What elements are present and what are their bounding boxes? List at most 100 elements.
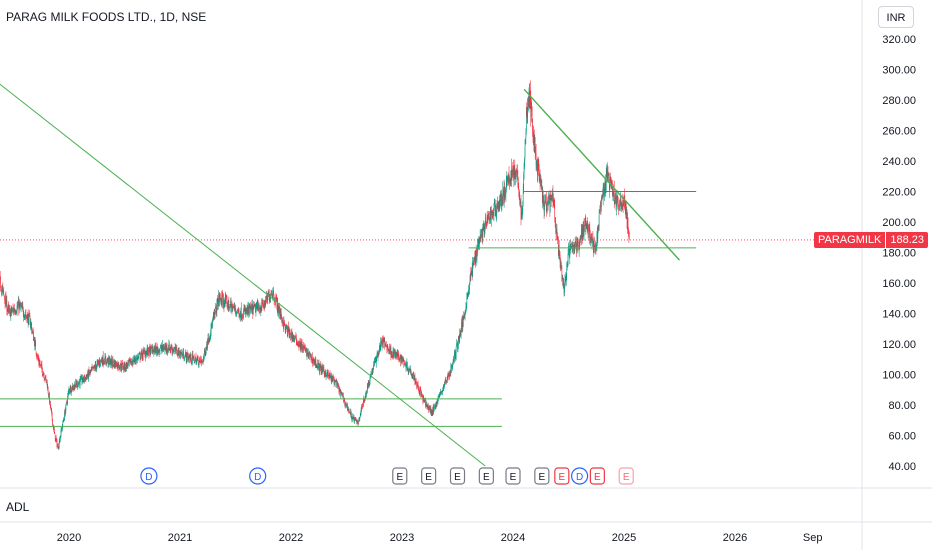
candle-body xyxy=(301,342,303,350)
candle-body xyxy=(36,356,38,358)
candle-body xyxy=(483,227,485,233)
candle-body xyxy=(195,356,197,365)
candle-body xyxy=(246,308,248,313)
candle-body xyxy=(58,440,60,447)
candle-body xyxy=(192,354,193,361)
candle-body xyxy=(23,314,25,318)
candle-body xyxy=(403,364,405,366)
dividend-marker[interactable]: D xyxy=(249,467,267,485)
candle-body xyxy=(295,335,297,337)
candle-body xyxy=(394,350,396,352)
candle-body xyxy=(347,409,349,410)
earnings-marker[interactable]: E xyxy=(449,467,466,485)
candle-body xyxy=(399,355,401,359)
y-tick-label: 180.00 xyxy=(882,248,916,260)
candle-body xyxy=(1,289,3,292)
candle-body xyxy=(396,353,397,356)
candle-body xyxy=(223,298,224,304)
candle-body xyxy=(597,225,599,228)
candle-body xyxy=(262,305,264,307)
earnings-marker[interactable]: E xyxy=(534,467,550,485)
candle-body xyxy=(616,196,617,208)
earnings-marker[interactable]: E xyxy=(589,467,605,485)
price-axis[interactable]: 320.00 300.00 280.00 260.00 240.00 220.00 200.… xyxy=(882,34,916,473)
candle-body xyxy=(230,301,232,307)
candle-body xyxy=(603,184,604,190)
candle-body xyxy=(96,366,97,370)
candle-body xyxy=(19,303,21,305)
candle-body xyxy=(514,165,515,180)
candle-body xyxy=(53,424,54,430)
candle-body xyxy=(546,207,548,210)
candle-body xyxy=(65,409,66,415)
candle-body xyxy=(449,372,450,377)
dividend-marker[interactable]: D xyxy=(570,467,589,485)
time-axis[interactable]: 2020 2021 2022 2023 2024 2025 2026 Sep xyxy=(57,532,823,544)
y-tick-label: 140.00 xyxy=(882,309,916,321)
candle-body xyxy=(93,366,94,369)
candle-body xyxy=(66,401,68,403)
candle-body xyxy=(300,342,301,350)
currency-button[interactable]: INR xyxy=(878,6,914,28)
candle-body xyxy=(559,254,561,263)
candle-body xyxy=(292,335,293,341)
earnings-marker[interactable]: E xyxy=(478,467,494,485)
descending-line[interactable] xyxy=(523,88,681,261)
candle-body xyxy=(545,198,547,200)
candle-body xyxy=(482,229,484,237)
candle-body xyxy=(228,307,230,308)
candle-body xyxy=(580,235,581,240)
candle-body xyxy=(163,347,164,349)
candle-body xyxy=(193,356,195,357)
candle-body xyxy=(4,297,5,300)
candle-body xyxy=(557,238,559,240)
candle-body xyxy=(494,201,496,210)
candle-body xyxy=(370,375,371,378)
candle-body xyxy=(365,393,366,398)
candle-body xyxy=(314,359,315,363)
candle-body xyxy=(171,346,172,350)
earnings-marker[interactable]: E xyxy=(618,467,634,485)
candle-body xyxy=(256,306,257,309)
candle-body xyxy=(114,361,116,368)
candle-body xyxy=(395,354,397,356)
candle-body xyxy=(175,348,176,352)
candle-body xyxy=(163,347,165,350)
candle-body xyxy=(7,309,9,311)
descending-line[interactable] xyxy=(0,51,486,467)
earnings-marker[interactable]: E xyxy=(392,467,408,485)
candle-body xyxy=(166,346,168,351)
candle-body xyxy=(287,327,288,336)
candle-body xyxy=(264,303,266,306)
candle-body xyxy=(536,160,538,169)
candle-body xyxy=(244,308,245,311)
earnings-marker[interactable]: E xyxy=(554,467,570,485)
candle-body xyxy=(37,355,38,357)
candle-body xyxy=(464,313,466,316)
earnings-marker[interactable]: E xyxy=(421,467,437,485)
candle-body xyxy=(327,372,329,377)
earnings-marker[interactable]: E xyxy=(505,467,521,485)
chart-title[interactable]: PARAG MILK FOODS LTD., 1D, NSE xyxy=(6,10,207,24)
candle-body xyxy=(32,332,34,333)
candle-body xyxy=(461,322,462,330)
candle-body xyxy=(218,292,220,303)
candle-body xyxy=(612,185,613,196)
candle-body xyxy=(621,203,622,207)
candle-body xyxy=(224,303,225,307)
candle-body xyxy=(50,406,52,408)
candle-body xyxy=(310,353,311,355)
candle-body xyxy=(591,237,592,240)
candle-body xyxy=(16,306,18,312)
candle-body xyxy=(268,294,270,301)
dividend-marker[interactable]: D xyxy=(140,467,158,485)
candle-body xyxy=(485,217,487,223)
candle-body xyxy=(554,217,556,224)
candle-body xyxy=(361,406,363,407)
candle-body xyxy=(244,309,246,313)
candle-body xyxy=(473,261,475,263)
candle-body xyxy=(555,229,557,233)
candle-body xyxy=(239,313,240,317)
adl-panel-label[interactable]: ADL xyxy=(6,500,30,514)
